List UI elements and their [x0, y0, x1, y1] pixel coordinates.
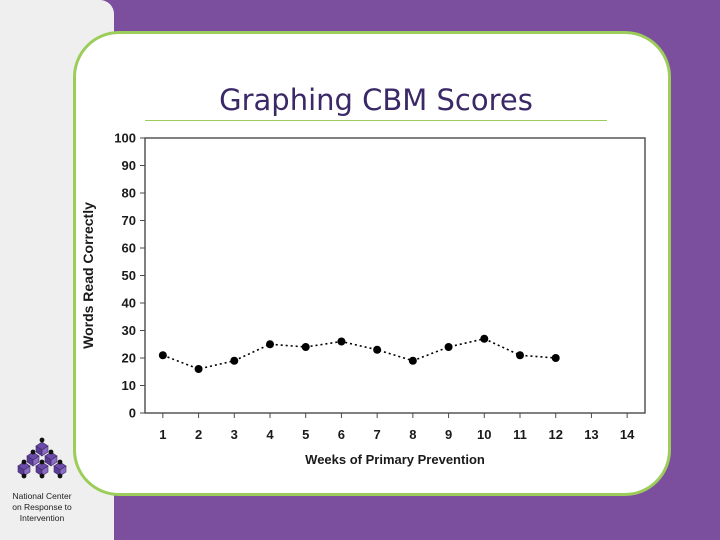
data-point [301, 343, 310, 351]
y-tick-label: 50 [122, 268, 136, 283]
y-tick-label: 60 [122, 241, 136, 256]
x-tick-label: 9 [445, 427, 452, 442]
data-point [444, 343, 453, 351]
x-tick-label: 13 [584, 427, 598, 442]
x-tick-label: 10 [477, 427, 491, 442]
data-point [516, 351, 524, 360]
data-point [337, 337, 346, 346]
x-tick-label: 12 [548, 427, 562, 442]
logo-caption-line: Intervention [19, 513, 65, 523]
x-tick-label: 6 [338, 427, 345, 442]
x-tick-label: 3 [231, 427, 238, 442]
y-tick-label: 0 [129, 406, 136, 421]
series-line [162, 337, 556, 370]
data-point [551, 354, 560, 362]
data-point [480, 334, 489, 343]
y-tick-label: 100 [114, 131, 136, 146]
title-underline [145, 120, 607, 121]
x-axis-label: Weeks of Primary Prevention [305, 452, 485, 467]
y-tick-label: 90 [122, 158, 136, 173]
data-point [230, 356, 239, 365]
data-point [158, 351, 167, 360]
x-tick-label: 7 [374, 427, 381, 442]
x-tick-label: 2 [195, 427, 202, 442]
y-tick-label: 80 [122, 186, 136, 201]
data-point [194, 365, 203, 373]
x-tick-label: 11 [513, 427, 527, 442]
x-tick-label: 5 [302, 427, 309, 442]
content-card [73, 31, 671, 496]
x-tick-label: 4 [266, 427, 274, 442]
logo-caption-line: National Center [12, 491, 72, 501]
y-tick-label: 20 [122, 351, 136, 366]
slide-title: Graphing CBM Scores [219, 83, 533, 117]
plot-frame [144, 137, 646, 414]
x-tick-label: 1 [159, 427, 166, 442]
logo-caption-line: on Response to [12, 502, 72, 512]
y-axis-label: Words Read Correctly [80, 202, 96, 349]
y-tick-label: 40 [122, 296, 136, 311]
y-tick-label: 70 [122, 213, 136, 228]
logo-caption: National Center on Response to Intervent… [4, 491, 80, 524]
data-point [266, 340, 274, 349]
y-tick-label: 10 [122, 378, 136, 393]
data-point [373, 345, 382, 354]
data-point [408, 356, 417, 365]
y-tick-label: 30 [122, 323, 136, 338]
x-tick-label: 8 [409, 427, 416, 442]
x-tick-label: 14 [620, 427, 635, 442]
stacked-cubes-logo-icon [17, 437, 67, 479]
